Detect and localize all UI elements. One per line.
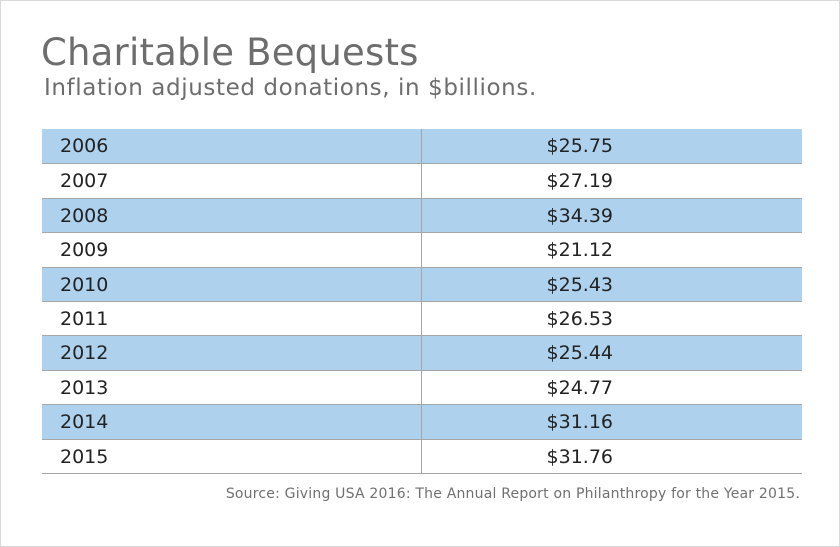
value-cell: $25.44	[546, 342, 613, 365]
table-row: 2012 $25.44	[42, 335, 802, 370]
table-row: 2011 $26.53	[42, 300, 802, 336]
column-divider	[421, 370, 422, 405]
value-cell: $31.76	[546, 445, 613, 468]
year-cell: 2009	[60, 239, 109, 262]
year-cell: 2006	[60, 135, 109, 157]
year-cell: 2013	[60, 376, 109, 399]
year-cell: 2008	[60, 204, 109, 227]
table-row: 2007 $27.19	[42, 163, 802, 198]
column-divider	[421, 198, 422, 233]
table-row: 2015 $31.76	[42, 438, 802, 473]
column-divider	[421, 267, 422, 301]
source-note: Source: Giving USA 2016: The Annual Repo…	[225, 486, 800, 502]
value-cell: $21.12	[546, 239, 613, 262]
data-table: 2006 $25.75 2007 $27.19 2008 $34.39 2009 $21.12…	[42, 129, 802, 474]
year-cell: 2015	[60, 445, 109, 468]
chart-subtitle: Inflation adjusted donations, in $billio…	[44, 75, 537, 101]
value-cell: $24.77	[546, 376, 613, 399]
table-row: 2010 $25.43	[42, 266, 802, 301]
table-row: 2013 $24.77	[42, 369, 802, 405]
year-cell: 2011	[60, 307, 109, 330]
table-row: 2008 $34.39	[42, 197, 802, 233]
column-divider	[421, 129, 422, 164]
table-row: 2006 $25.75	[42, 129, 802, 164]
value-cell: $27.19	[546, 170, 613, 193]
chart-title: Charitable Bequests	[41, 31, 419, 74]
year-cell: 2014	[60, 411, 109, 434]
column-divider	[421, 233, 422, 267]
year-cell: 2012	[60, 342, 109, 365]
column-divider	[421, 301, 422, 336]
value-cell: $31.16	[546, 411, 613, 434]
table-row: 2014 $31.16	[42, 404, 802, 439]
value-cell: $25.43	[546, 273, 613, 296]
column-divider	[421, 405, 422, 439]
table-row: 2009 $21.12	[42, 232, 802, 267]
column-divider	[421, 439, 422, 473]
column-divider	[421, 336, 422, 370]
year-cell: 2007	[60, 170, 109, 193]
year-cell: 2010	[60, 273, 109, 296]
value-cell: $26.53	[546, 307, 613, 330]
value-cell: $25.75	[546, 135, 613, 157]
value-cell: $34.39	[546, 204, 613, 227]
column-divider	[421, 164, 422, 198]
